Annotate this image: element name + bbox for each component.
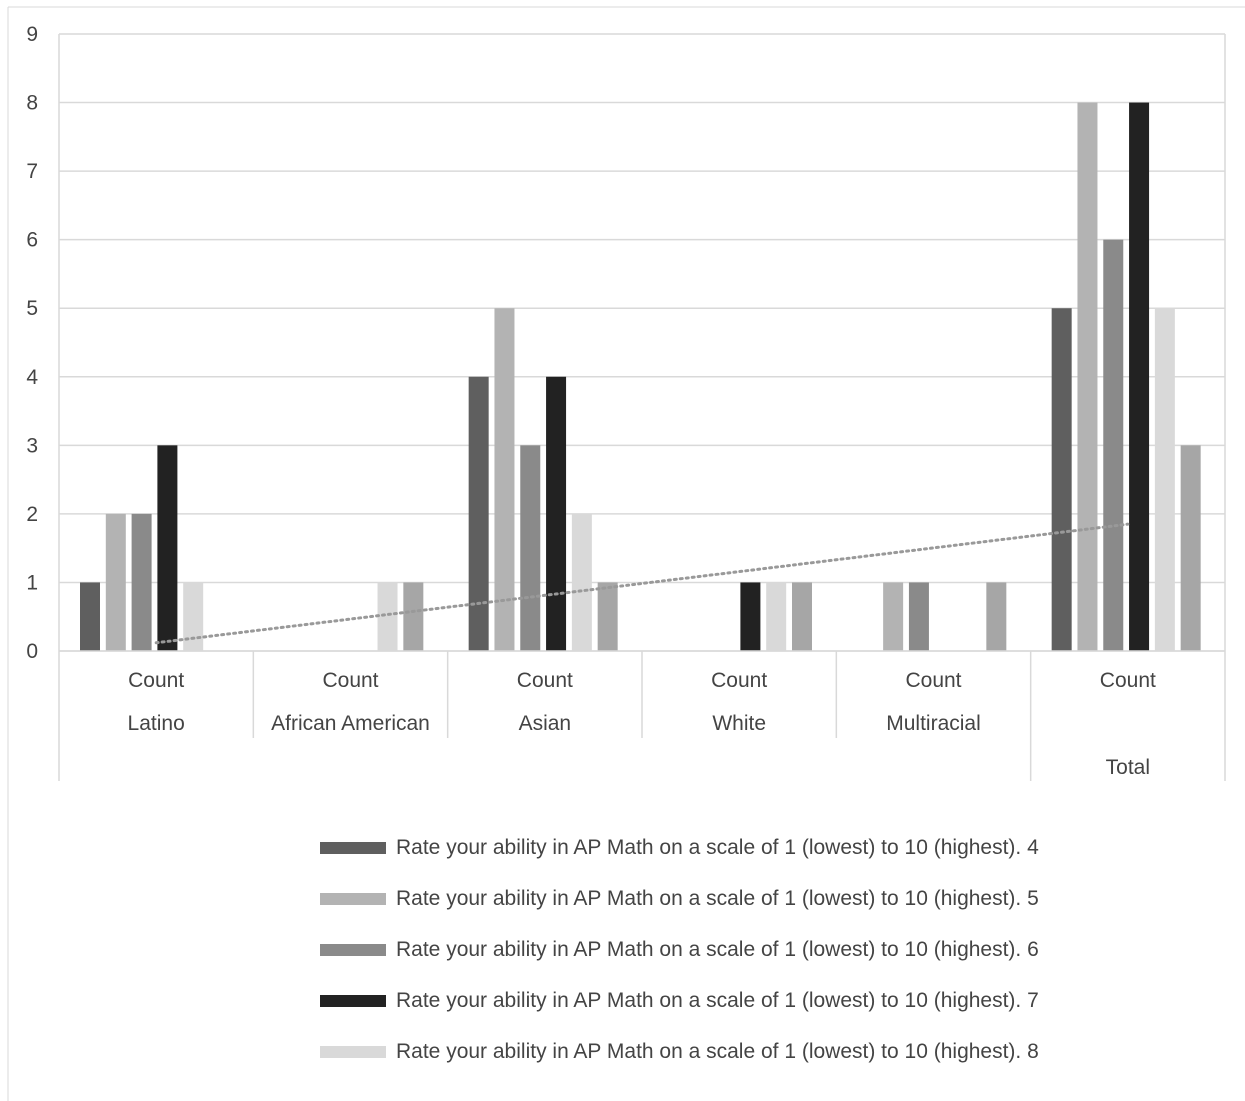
bar	[1077, 102, 1098, 652]
bar	[1154, 308, 1175, 651]
bar	[1129, 102, 1150, 652]
bar	[986, 582, 1007, 651]
category-label-count: Count	[322, 669, 378, 692]
legend-item: Rate your ability in AP Math on a scale …	[320, 932, 1039, 968]
y-tick-label: 0	[26, 640, 38, 663]
category-label-group: Multiracial	[886, 712, 981, 735]
legend-label: Rate your ability in AP Math on a scale …	[396, 836, 1039, 859]
y-tick-label: 7	[26, 160, 38, 183]
legend-swatch	[320, 944, 386, 956]
bar	[1103, 239, 1124, 651]
bar	[1180, 445, 1201, 651]
y-tick-label: 6	[26, 229, 38, 252]
category-label-group: White	[712, 712, 766, 735]
y-tick-label: 9	[26, 23, 38, 46]
legend-item: Rate your ability in AP Math on a scale …	[320, 983, 1039, 1019]
trendline	[154, 522, 1130, 645]
category-label-group: Asian	[519, 712, 572, 735]
category-label-count: Count	[905, 669, 961, 692]
category-label-count: Count	[711, 669, 767, 692]
bar	[740, 582, 761, 651]
category-label-count: Count	[1100, 669, 1156, 692]
bar	[546, 376, 567, 651]
legend-label: Rate your ability in AP Math on a scale …	[396, 1040, 1039, 1063]
y-tick-label: 4	[26, 366, 38, 389]
legend-item: Rate your ability in AP Math on a scale …	[320, 830, 1039, 866]
legend-swatch	[320, 893, 386, 905]
bar	[520, 445, 541, 651]
legend-label: Rate your ability in AP Math on a scale …	[396, 989, 1039, 1012]
y-tick-label: 3	[26, 434, 38, 457]
category-label-group: Latino	[128, 712, 185, 735]
bar	[571, 513, 592, 651]
y-tick-label: 5	[26, 297, 38, 320]
category-label-group: African American	[271, 712, 430, 735]
y-tick-label: 1	[26, 571, 38, 594]
y-tick-label: 2	[26, 503, 38, 526]
legend-item: Rate your ability in AP Math on a scale …	[320, 881, 1039, 917]
bar	[908, 582, 929, 651]
bar	[883, 582, 904, 651]
bar	[183, 582, 204, 651]
bar	[597, 582, 618, 651]
y-tick-label: 8	[26, 92, 38, 115]
legend-label: Rate your ability in AP Math on a scale …	[396, 938, 1039, 961]
category-label-count: Count	[128, 669, 184, 692]
legend-label: Rate your ability in AP Math on a scale …	[396, 887, 1039, 910]
legend-swatch	[320, 995, 386, 1007]
bar	[80, 582, 100, 651]
bar	[131, 513, 152, 651]
bar	[494, 308, 515, 651]
bar	[105, 513, 126, 651]
bar	[157, 445, 178, 651]
bar	[468, 376, 489, 651]
bar	[377, 582, 398, 651]
category-label-count: Count	[517, 669, 573, 692]
bar	[792, 582, 812, 651]
legend-swatch	[320, 842, 386, 854]
legend-item: Rate your ability in AP Math on a scale …	[320, 1034, 1039, 1070]
bar	[766, 582, 787, 651]
bar	[403, 582, 424, 651]
category-label-total: Total	[1106, 756, 1150, 779]
legend-swatch	[320, 1046, 386, 1058]
bar	[1051, 308, 1072, 651]
